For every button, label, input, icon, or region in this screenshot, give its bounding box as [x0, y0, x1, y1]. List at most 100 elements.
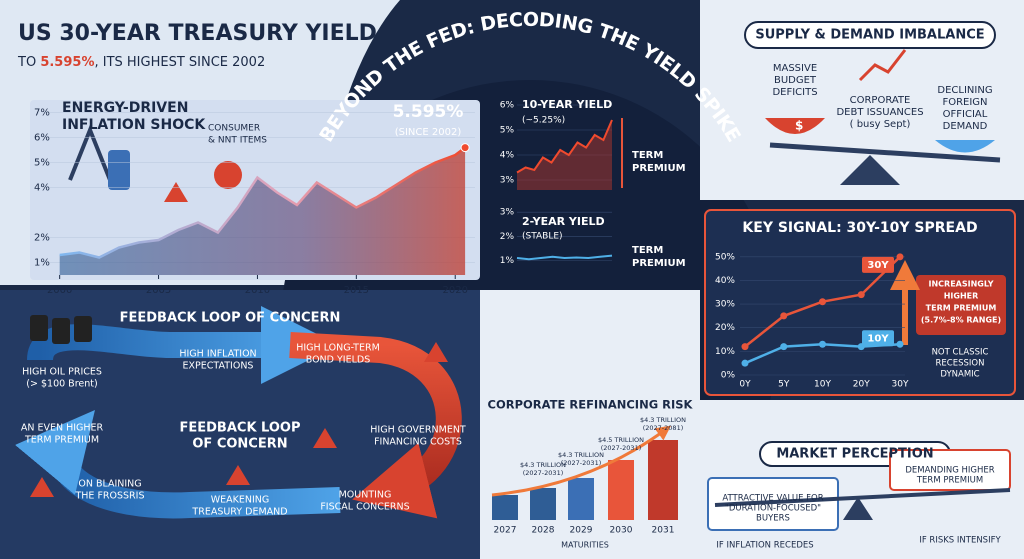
- x-tick-label: 0Y: [739, 380, 751, 390]
- oil-barrels: [30, 315, 92, 344]
- term-premium-label: TERM: [632, 150, 663, 161]
- warning-icon: [424, 342, 448, 362]
- warning-icon: [30, 477, 54, 497]
- dollar-icon: $: [795, 119, 803, 133]
- loop-center: FEEDBACK LOOP: [180, 421, 301, 436]
- supply-title-box: [744, 21, 996, 49]
- supply-item: DEFICITS: [772, 87, 817, 98]
- x-tick-label: 2020: [442, 285, 467, 296]
- loop-step: TERM PREMIUM: [24, 435, 99, 446]
- y-tick-label: 1%: [34, 258, 50, 269]
- spread-point: [857, 291, 865, 299]
- spread-point: [819, 298, 826, 306]
- yield-area: [517, 120, 612, 190]
- y-tick-label: 0%: [721, 371, 736, 381]
- supply-item: ( busy Sept): [850, 119, 911, 130]
- peak-annotation: 5.595%: [393, 102, 464, 122]
- y-tick-label: 3%: [500, 208, 515, 218]
- spread-point: [741, 343, 749, 351]
- bar: [530, 488, 556, 520]
- bar-label: $4.3 TRILLION: [640, 416, 686, 424]
- x-tick-label: 5Y: [778, 380, 790, 390]
- y-tick-label: 2%: [500, 232, 515, 242]
- bar: [648, 440, 678, 520]
- loop-step: HIGH GOVERNMENT: [370, 425, 466, 436]
- peak-note: (SINCE 2002): [395, 127, 462, 138]
- x-axis-label: MATURITIES: [561, 541, 609, 550]
- jug: [108, 150, 130, 190]
- chart-title: 2-YEAR YIELD: [522, 215, 605, 228]
- section-title: MARKET PERCEPTION: [776, 447, 933, 462]
- yield-line: [516, 254, 613, 261]
- loop-arrow-top: [27, 306, 339, 384]
- legend-label: 30Y: [867, 260, 889, 271]
- note-text: DYNAMIC: [940, 370, 979, 380]
- section-title: KEY SIGNAL: 30Y-10Y SPREAD: [742, 220, 977, 236]
- deficit-bowl: [765, 118, 825, 134]
- barrel: [74, 316, 92, 342]
- x-tick-label: 2030: [610, 526, 633, 536]
- warning-icons: [30, 182, 448, 497]
- section-title: FEEDBACK LOOP OF CONCERN: [120, 311, 341, 326]
- y-tick-label: 4%: [500, 151, 515, 161]
- chart-note: (STABLE): [522, 232, 563, 242]
- x-tick-label: 10Y: [814, 380, 831, 390]
- legend-box: [862, 330, 894, 347]
- opportunity-title: OPPORTUNITY:: [734, 481, 813, 492]
- risk-text: DEMANDING HIGHER: [905, 466, 994, 476]
- top-right-panel: [700, 0, 1024, 200]
- term-premium-label: PREMIUM: [632, 163, 686, 174]
- demand-bowl: [935, 140, 995, 153]
- bar: [608, 460, 634, 520]
- oil-pump-icon: [68, 124, 242, 190]
- bar-label: $4.5 TRILLION: [598, 436, 644, 444]
- note-text: NOT CLASSIC: [932, 348, 989, 358]
- spread-point: [780, 343, 788, 351]
- loop-step: EXPECTATIONS: [183, 361, 254, 372]
- refinancing-bars: [491, 425, 678, 520]
- warning-icon: [164, 182, 188, 202]
- bar-label: $4.3 TRILLION: [520, 461, 566, 469]
- loop-arrow-bottom: [15, 410, 341, 519]
- chart-note: (~5.25%): [522, 116, 565, 126]
- spread-point: [780, 312, 788, 320]
- section-title: CORPORATE REFINANCING RISK: [488, 398, 694, 412]
- x-tick-label: 30Y: [892, 380, 909, 390]
- opportunity-text: BUYERS: [756, 514, 790, 524]
- opportunity-text: "DURATION-FOCUSED": [725, 504, 821, 514]
- y-tick-label: 7%: [34, 108, 50, 119]
- left-note: IF INFLATION RECEDES: [716, 541, 813, 551]
- y-tick-label: 20%: [715, 323, 735, 333]
- warning-icon: [226, 465, 250, 485]
- loop-step: (> $100 Brent): [26, 379, 97, 390]
- supply-item: CORPORATE: [850, 95, 911, 106]
- x-tick-label: 2000: [47, 285, 72, 296]
- y-tick-label: 4%: [34, 183, 50, 194]
- warning-icon: [313, 428, 337, 448]
- chart-label: INFLATION SHOCK: [62, 117, 206, 133]
- x-tick-label: 2005: [146, 285, 171, 296]
- loop-step: HIGH LONG-TERM: [296, 343, 380, 354]
- callout-text: TERM PREMIUM: [926, 304, 997, 313]
- risk-box: [889, 449, 1011, 491]
- y-tick-label: 1%: [500, 256, 515, 266]
- loop-step: THE FROSSRIS: [74, 491, 144, 502]
- section-title: SUPPLY & DEMAND IMBALANCE: [755, 28, 984, 43]
- x-tick-label: 2010: [245, 285, 270, 296]
- y-tick-label: 5%: [500, 126, 515, 136]
- loop-step: HIGH INFLATION: [179, 349, 256, 360]
- risk-title: RISK:: [936, 453, 965, 464]
- barrel: [30, 315, 48, 341]
- loop-step: FINANCING COSTS: [374, 437, 462, 448]
- spread-point: [741, 359, 749, 367]
- x-tick-label: 2029: [570, 526, 593, 536]
- y-tick-label: 5%: [34, 158, 50, 169]
- chart-label: ENERGY-DRIVEN: [62, 100, 188, 116]
- bar: [568, 478, 594, 520]
- spread-point: [896, 340, 904, 348]
- callout-box: [916, 275, 1006, 335]
- supply-item: BUDGET: [774, 75, 817, 86]
- subtitle-highlight: 5.595%: [40, 55, 94, 70]
- supply-item: DEBT ISSUANCES: [836, 107, 923, 118]
